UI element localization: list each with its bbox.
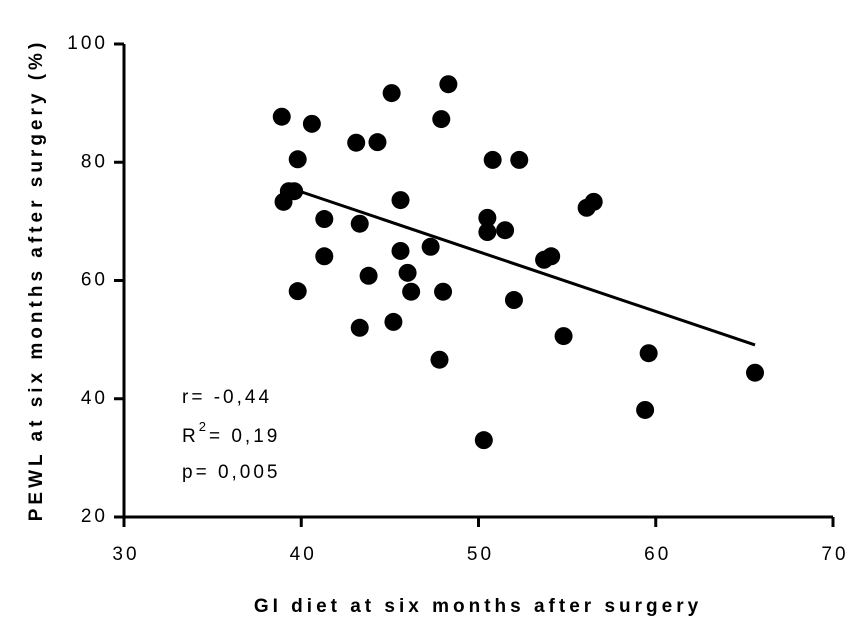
point: [535, 250, 554, 269]
point: [315, 210, 334, 229]
x-tick-label: 30: [112, 544, 139, 565]
point: [359, 266, 378, 285]
x-tick-label: 60: [644, 544, 671, 565]
y-tick-label: 40: [81, 388, 108, 409]
y-tick-label: 60: [81, 270, 108, 291]
point: [350, 214, 369, 233]
x-tick-label: 50: [467, 544, 494, 565]
annotation-superscript: 2: [199, 419, 209, 434]
point: [315, 247, 334, 266]
point: [302, 114, 321, 133]
point: [746, 363, 765, 382]
point: [350, 318, 369, 337]
annotation: R2= 0,19: [182, 419, 280, 447]
point: [504, 291, 523, 310]
annotation-part: = 0,19: [209, 426, 280, 447]
y-tick-label: 80: [81, 151, 108, 172]
annotation-part: R: [182, 426, 199, 447]
point: [577, 198, 596, 217]
point: [478, 208, 497, 227]
point: [368, 133, 387, 152]
point: [432, 110, 451, 129]
annotation: r= -0,44: [182, 387, 272, 408]
point: [421, 237, 440, 256]
trendline: [290, 186, 756, 347]
point: [382, 84, 401, 103]
point: [439, 75, 458, 94]
point: [554, 327, 573, 346]
point: [483, 150, 502, 169]
x-axis-label: GI diet at six months after surgery: [254, 596, 702, 617]
point: [639, 344, 658, 363]
point: [398, 263, 417, 282]
point: [636, 400, 655, 419]
point: [478, 223, 497, 242]
point: [391, 241, 410, 260]
annotation: p= 0,005: [182, 462, 281, 483]
point: [496, 221, 515, 240]
y-tick-label: 20: [81, 506, 108, 527]
point: [274, 192, 293, 211]
point: [384, 312, 403, 331]
point: [391, 191, 410, 210]
point: [272, 107, 291, 126]
point: [434, 282, 453, 301]
x-tick-label: 70: [821, 544, 848, 565]
point: [288, 282, 307, 301]
y-tick-label: 100: [67, 33, 108, 54]
point: [510, 150, 529, 169]
y-axis-label: PEWL at six months after surgery (%): [26, 39, 47, 522]
point: [402, 282, 421, 301]
x-tick-label: 40: [290, 544, 317, 565]
point: [347, 133, 366, 152]
point: [288, 150, 307, 169]
point: [430, 350, 449, 369]
point: [474, 431, 493, 450]
